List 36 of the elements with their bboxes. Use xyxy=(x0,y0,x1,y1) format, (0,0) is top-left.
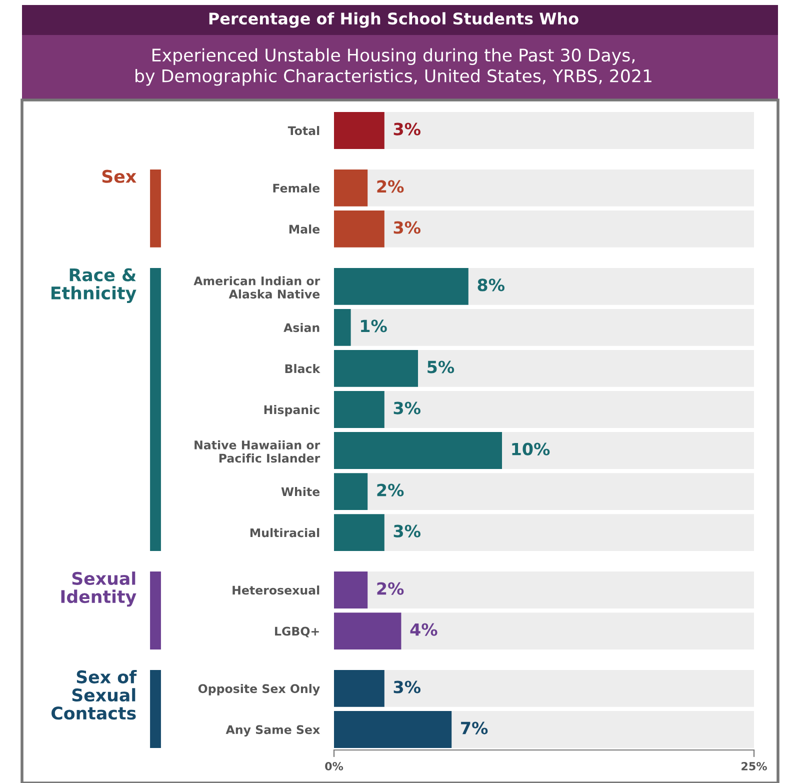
data-label: 3% xyxy=(394,524,420,538)
data-label: 5% xyxy=(428,360,454,374)
text: Sexual Identity xyxy=(61,572,136,607)
y-tick-label: Hispanic xyxy=(264,405,320,416)
y-tick-label: American Indian or Alaska Native xyxy=(194,276,320,299)
y-tick-label: Heterosexual xyxy=(232,586,320,595)
y-tick-label: Female xyxy=(273,183,320,193)
data-label: 2% xyxy=(377,484,404,496)
data-label: 1% xyxy=(361,320,387,332)
data-label: 2% xyxy=(377,180,404,193)
y-tick-label: Total xyxy=(288,126,320,136)
y-tick-label: Multiracial xyxy=(250,528,320,538)
y-tick-label: Any Same Sex xyxy=(226,725,320,736)
y-tick-label: Native Hawaiian or Pacific Islander xyxy=(194,440,320,463)
data-label: 3% xyxy=(394,402,420,414)
data-label: 4% xyxy=(410,623,438,636)
x-tick-label: 25% xyxy=(742,762,767,770)
x-tick-label: 0% xyxy=(325,762,344,770)
data-label: 3% xyxy=(394,221,420,234)
y-tick-label: Opposite Sex Only xyxy=(198,684,320,696)
data-label: 2% xyxy=(377,582,404,595)
data-label: 3% xyxy=(394,122,420,136)
data-label: 7% xyxy=(461,722,488,734)
data-label: 10% xyxy=(512,442,550,456)
y-tick-label: White xyxy=(281,487,320,496)
y-tick-label: Asian xyxy=(284,322,320,332)
y-tick-label: Male xyxy=(289,224,320,234)
text: Race & Ethnicity xyxy=(52,268,136,304)
data-label: 3% xyxy=(394,680,420,694)
text: Sex of Sexual Contacts xyxy=(52,670,137,720)
y-tick-label: Black xyxy=(285,364,320,374)
chart-subtitle: Experienced Unstable Housing during the Past 30 Days, by Demographic Characteristics, United States, YRBS, 2021 xyxy=(136,48,652,86)
data-label: 8% xyxy=(478,278,504,292)
text: Sex xyxy=(102,170,136,183)
chart-title: Percentage of High School Students Who xyxy=(209,12,578,28)
y-tick-label: LGBQ+ xyxy=(275,626,319,638)
